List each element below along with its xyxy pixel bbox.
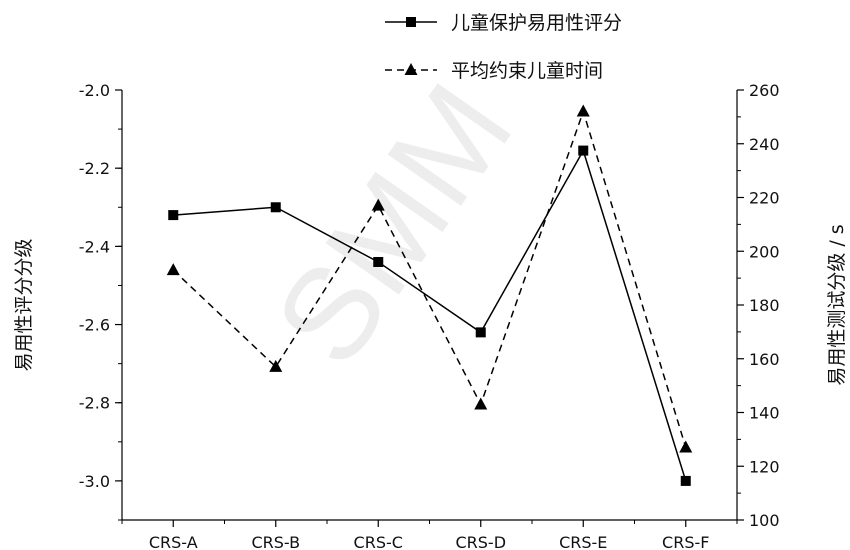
series-layer: [166, 104, 693, 486]
y2-tick-label: 260: [749, 81, 780, 100]
y-tick-label: -2.6: [79, 316, 110, 335]
data-point-2: [679, 440, 693, 453]
data-point-2: [371, 198, 385, 211]
series-line-2: [172, 109, 687, 448]
x-tick-label: CRS-C: [354, 533, 403, 550]
x-tick-label: CRS-E: [559, 533, 607, 550]
legend-marker: [406, 17, 416, 27]
legend-marker: [404, 63, 418, 75]
y-tick-label: -2.2: [79, 159, 110, 178]
axes: -2.0 -2.2 -2.4 -2.6 -2.8 -3.0 100 120 140 160 180 2…: [79, 81, 780, 550]
watermark: SMM: [246, 58, 540, 390]
data-point-2: [166, 263, 180, 276]
y2-tick-label: 160: [749, 350, 780, 369]
data-point-2: [269, 359, 283, 372]
data-point-2: [576, 104, 590, 117]
y2-tick-label: 180: [749, 296, 780, 315]
data-point-1: [373, 257, 384, 267]
data-point-1: [475, 327, 486, 338]
x-tick-label: CRS-F: [662, 533, 709, 550]
y2-tick-label: 200: [749, 242, 780, 261]
y2-axis-title: 易用性测试分级 / s: [826, 224, 848, 385]
legend-label: 儿童保护易用性评分: [451, 12, 622, 34]
x-tick-label: CRS-A: [149, 533, 198, 550]
series-line-1: [173, 148, 687, 482]
data-point-1: [578, 145, 589, 156]
y-tick-label: -3.0: [79, 472, 110, 491]
y2-tick-label: 140: [749, 404, 780, 423]
y-tick-label: -2.8: [79, 394, 110, 413]
x-tick-label: CRS-B: [251, 533, 300, 550]
y2-tick-label: 240: [749, 135, 780, 154]
data-point-2: [474, 397, 488, 410]
y2-tick-label: 220: [749, 189, 780, 208]
data-point-1: [270, 202, 281, 213]
x-tick-label: CRS-D: [455, 533, 506, 550]
y2-tick-label: 100: [749, 511, 780, 530]
data-point-1: [168, 210, 179, 221]
y2-tick-label: 120: [749, 457, 780, 476]
y-axis-title: 易用性评分分级: [13, 238, 35, 371]
data-point-1: [680, 475, 691, 486]
legend-label: 平均约束儿童时间: [451, 60, 603, 82]
y-tick-label: -2.4: [79, 237, 110, 256]
y-tick-label: -2.0: [79, 81, 110, 100]
